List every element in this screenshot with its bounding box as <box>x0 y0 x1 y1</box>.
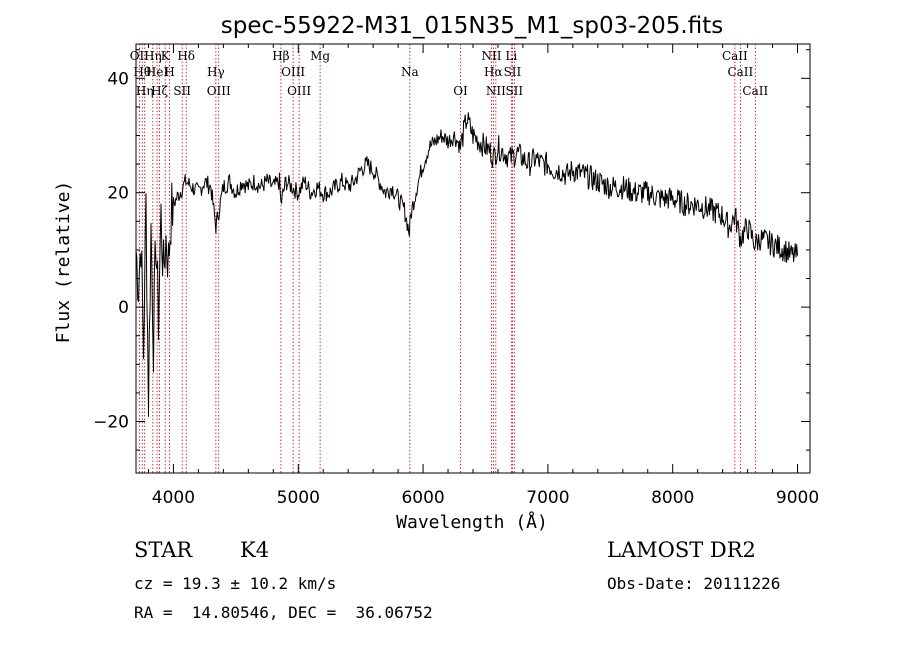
spectral-line-label: Mg <box>310 49 330 63</box>
spectral-line-label: OIII <box>281 65 305 79</box>
spectral-line-label: Hβ <box>272 49 289 63</box>
spectral-line-label: CaII <box>727 65 753 79</box>
x-tick-label: 4000 <box>152 488 195 508</box>
spectral-line-label: OIII <box>207 84 231 98</box>
plot-frame <box>135 43 811 474</box>
spectral-line-label: Hδ <box>177 49 195 63</box>
x-tick-label: 8000 <box>651 488 694 508</box>
observation-date: Obs-Date: 20111226 <box>607 574 781 593</box>
spectral-line-label: K <box>161 49 171 63</box>
spectral-line-label: NII <box>486 84 506 98</box>
spectral-line-label: OI <box>453 84 468 98</box>
spectral-line-label: Hα <box>484 65 503 79</box>
spectral-line-label: CaII <box>742 84 768 98</box>
spectral-line-label: OIII <box>287 84 311 98</box>
spectral-line-label: HeI <box>146 65 169 79</box>
spectral-line-label: SII <box>505 84 523 98</box>
spectral-line-label: Hγ <box>207 65 225 79</box>
spectral-line-label: CaII <box>722 49 748 63</box>
chart-title: spec-55922-M31_015N35_M1_sp03-205.fits <box>221 13 723 39</box>
spectral-line-markers <box>138 44 756 473</box>
y-tick-label: −20 <box>93 413 129 433</box>
spectral-line-label: SII <box>173 84 191 98</box>
spectral-line-labels: OII Hθ Hη Hη HeI Hζ KH SII Hδ Hγ OIII Hβ OIII OIII Mg N… <box>130 49 769 98</box>
spectral-line-label: Li <box>505 49 517 63</box>
spectral-line-label: Hθ <box>133 65 151 79</box>
x-tick-label: 9000 <box>776 488 819 508</box>
x-tick-label: 6000 <box>401 488 444 508</box>
spectral-line-label: OII <box>130 49 150 63</box>
spectral-line-label: NII <box>481 49 501 63</box>
spectral-line-label: Na <box>401 65 419 79</box>
y-tick-label: 20 <box>107 184 129 204</box>
y-tick-label: 0 <box>118 298 129 318</box>
y-axis-label: Flux (relative) <box>53 181 74 344</box>
spectral-line-label: Hη <box>144 49 162 63</box>
coordinates: RA = 14.80546, DEC = 36.06752 <box>134 603 433 622</box>
redshift-velocity: cz = 19.3 ± 10.2 km/s <box>134 574 337 593</box>
spectrum-series <box>135 112 798 417</box>
object-subclass: K4 <box>240 538 270 562</box>
spectral-line-label: Hζ <box>151 84 168 98</box>
x-axis-ticks: 4000 5000 6000 7000 8000 9000 <box>147 44 819 508</box>
x-tick-label: 7000 <box>526 488 569 508</box>
object-class: STAR <box>134 538 193 562</box>
y-axis-ticks: −20 0 20 40 <box>93 49 810 451</box>
x-axis-label: Wavelength (Å) <box>396 511 548 533</box>
spectral-line-label: H <box>164 65 174 79</box>
y-tick-label: 40 <box>107 69 129 89</box>
x-tick-label: 5000 <box>277 488 320 508</box>
spectral-line-label: Hη <box>136 84 154 98</box>
survey-name: LAMOST DR2 <box>607 538 756 562</box>
spectral-line-label: SII <box>504 65 522 79</box>
